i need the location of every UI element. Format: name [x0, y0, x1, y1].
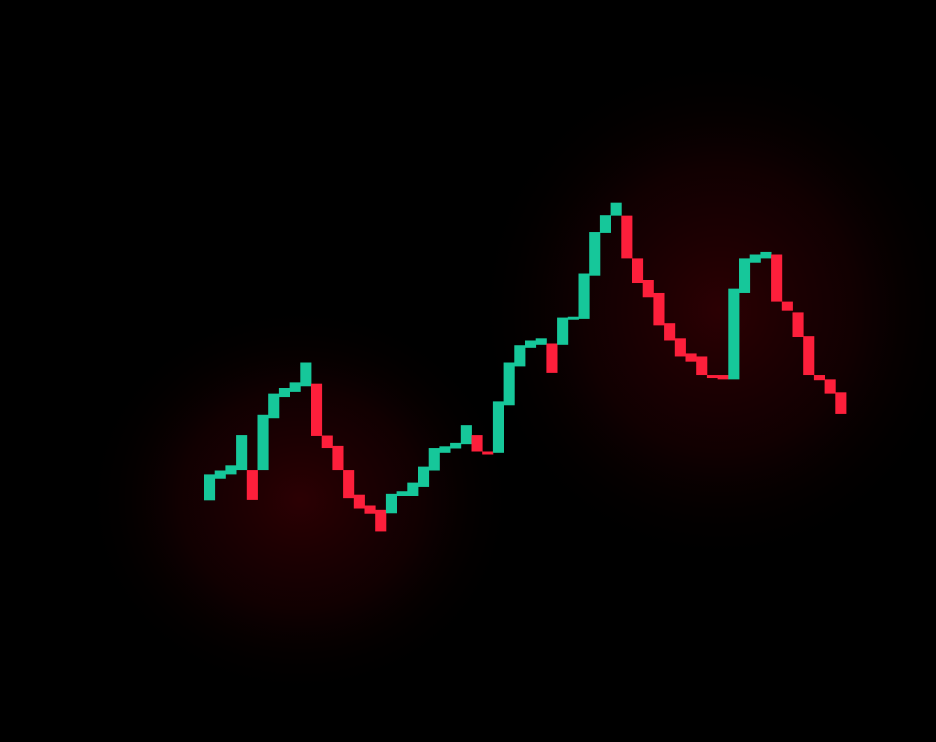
candle-16-down	[364, 505, 376, 514]
candle-39-up	[610, 202, 622, 216]
candle-9-up	[289, 382, 301, 392]
candle-13-down	[332, 445, 344, 471]
candle-47-down	[696, 356, 708, 376]
candle-54-down	[771, 254, 783, 302]
candle-57-down	[803, 336, 815, 376]
candle-24-up	[450, 442, 462, 449]
candle-48-down	[706, 375, 718, 379]
candle-19-up	[396, 491, 408, 496]
candle-11-down	[311, 383, 323, 436]
candle-32-up	[535, 338, 547, 345]
candle-17-down	[375, 509, 387, 532]
candle-30-up	[514, 345, 526, 367]
candle-33-down	[546, 343, 558, 373]
candle-2-up	[214, 470, 226, 479]
candle-5-down	[246, 470, 258, 500]
glow-1	[80, 300, 520, 700]
candle-4-up	[236, 435, 248, 471]
candle-25-up	[460, 425, 472, 445]
candle-1-up	[204, 474, 216, 501]
candle-34-up	[557, 317, 569, 345]
candle-27-down	[482, 451, 494, 455]
candle-35-up	[567, 316, 579, 320]
candle-15-down	[353, 494, 365, 509]
candle-45-down	[674, 338, 686, 357]
candle-29-up	[503, 362, 515, 406]
candle-40-down	[621, 215, 633, 259]
candle-22-up	[428, 448, 440, 471]
candle-55-down	[781, 301, 793, 311]
candle-60-down	[835, 392, 847, 414]
candle-51-up	[739, 258, 751, 293]
candle-59-down	[824, 379, 836, 394]
candle-8-up	[278, 388, 290, 398]
candle-38-up	[599, 215, 611, 233]
candle-37-up	[589, 232, 601, 276]
candle-21-up	[418, 466, 430, 487]
candle-49-down	[717, 375, 729, 380]
candle-56-down	[792, 312, 804, 338]
candles-group	[204, 202, 847, 532]
candle-41-down	[632, 258, 644, 284]
glow-2	[470, 50, 936, 570]
candle-14-down	[343, 470, 355, 499]
candle-43-down	[653, 292, 665, 326]
candle-6-up	[257, 414, 269, 471]
candle-36-up	[578, 273, 590, 319]
candle-12-down	[321, 435, 333, 449]
candle-28-up	[492, 401, 504, 453]
candle-23-up	[439, 446, 451, 453]
candle-18-up	[385, 493, 397, 514]
background-glow	[80, 50, 936, 700]
candle-46-down	[685, 353, 697, 362]
candle-3-up	[225, 465, 237, 475]
candle-44-down	[664, 323, 676, 341]
candle-52-up	[749, 254, 761, 263]
candle-20-up	[407, 482, 419, 496]
candle-10-up	[300, 362, 312, 387]
candle-50-up	[728, 288, 740, 380]
candle-58-down	[813, 375, 825, 381]
candle-31-up	[525, 340, 537, 348]
candle-26-down	[471, 435, 483, 452]
candle-42-down	[642, 280, 654, 298]
candle-53-up	[760, 251, 772, 259]
candle-7-up	[268, 393, 280, 419]
